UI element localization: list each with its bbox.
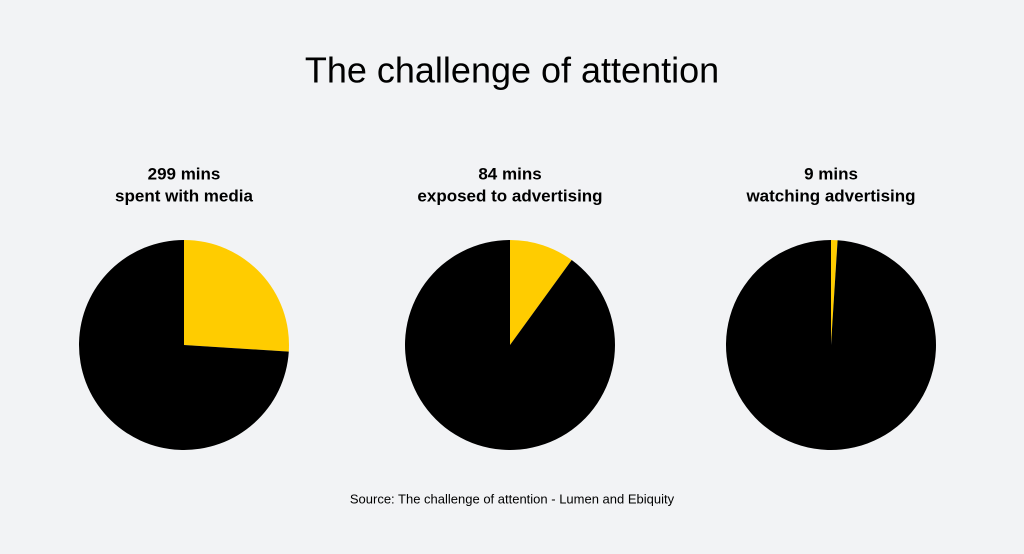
pie-slice [725, 240, 936, 451]
pie-slice [184, 240, 289, 352]
source: Source: The challenge of attention - Lum… [350, 491, 675, 506]
pie-slice [831, 240, 838, 345]
pie-slice [79, 240, 289, 450]
pie-title: 299 mins [148, 164, 221, 183]
page-title: The challenge of attention [305, 50, 719, 91]
pie-slice [510, 240, 572, 345]
pie-title: 9 mins [804, 164, 858, 183]
pie-subtitle: watching advertising [745, 186, 915, 205]
pie-slice [405, 240, 616, 450]
pie-subtitle: exposed to advertising [417, 186, 602, 205]
pie-subtitle: spent with media [115, 186, 253, 205]
pie-title: 84 mins [478, 164, 541, 183]
